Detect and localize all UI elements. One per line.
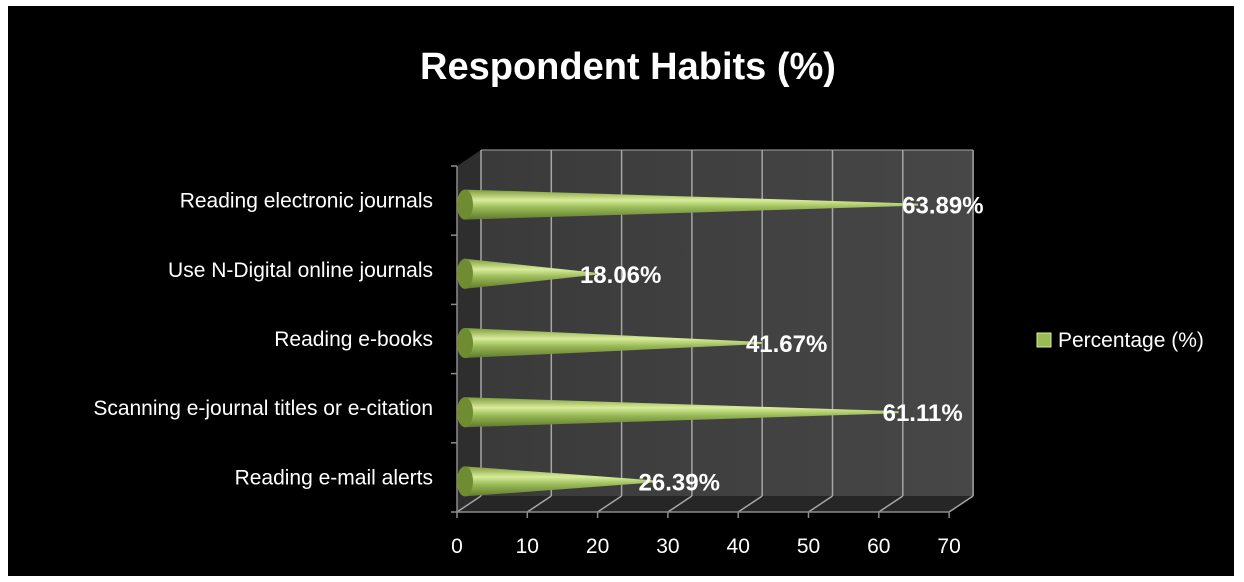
bar-base bbox=[457, 466, 473, 497]
data-label: 41.67% bbox=[746, 331, 827, 358]
floor-gridline bbox=[948, 495, 974, 513]
category-label: Reading e-books bbox=[274, 328, 433, 351]
category-label: Scanning e-journal titles or e-citation bbox=[93, 397, 433, 420]
bar bbox=[457, 258, 596, 289]
data-labels: 63.89% 18.06% 41.67% 61.11% 26.39% bbox=[580, 193, 984, 497]
category-label: Use N-Digital online journals bbox=[168, 259, 433, 282]
data-label: 61.11% bbox=[883, 400, 963, 427]
bar-base bbox=[457, 258, 473, 289]
x-tick-label: 30 bbox=[656, 535, 679, 558]
legend-label: Percentage (%) bbox=[1058, 329, 1204, 352]
bar bbox=[457, 397, 899, 428]
floor-gridline bbox=[667, 495, 693, 513]
floor-gridline bbox=[808, 495, 833, 513]
floor-gridline bbox=[526, 495, 552, 513]
bar bbox=[457, 466, 655, 497]
bar-base bbox=[457, 397, 473, 428]
bar-cone bbox=[457, 397, 899, 428]
x-axis: 0 10 20 30 40 50 60 70 bbox=[451, 511, 961, 558]
floor-gridline bbox=[597, 495, 623, 513]
y-axis: Reading electronic journals Use N-Digital… bbox=[93, 165, 458, 513]
bar-base bbox=[457, 189, 473, 220]
x-tick-label: 40 bbox=[727, 535, 750, 558]
x-tick-label: 0 bbox=[451, 535, 463, 558]
bar-cone bbox=[457, 328, 762, 358]
floor-gridline bbox=[737, 495, 763, 513]
x-tick-label: 10 bbox=[516, 535, 539, 558]
bar bbox=[457, 328, 762, 358]
bar bbox=[457, 189, 919, 220]
x-tick-label: 70 bbox=[937, 535, 960, 558]
bar-base bbox=[457, 328, 473, 358]
bar-cone bbox=[457, 189, 919, 220]
floor bbox=[457, 496, 974, 512]
bar-cone bbox=[457, 258, 596, 289]
bar-series bbox=[457, 189, 919, 497]
data-label: 63.89% bbox=[902, 193, 983, 220]
floor-gridline bbox=[456, 495, 482, 513]
chart-title: Respondent Habits (%) bbox=[420, 46, 836, 88]
category-label: Reading e-mail alerts bbox=[235, 466, 433, 489]
x-tick-label: 60 bbox=[867, 535, 890, 558]
bar-cone bbox=[457, 466, 655, 497]
legend-swatch bbox=[1036, 332, 1052, 348]
x-tick-label: 20 bbox=[586, 535, 609, 558]
data-label: 26.39% bbox=[639, 469, 720, 496]
legend: Percentage (%) bbox=[1036, 329, 1204, 352]
floor-gridline bbox=[878, 495, 904, 513]
x-tick-label: 50 bbox=[797, 535, 820, 558]
category-label: Reading electronic journals bbox=[180, 190, 433, 213]
data-label: 18.06% bbox=[580, 262, 661, 289]
